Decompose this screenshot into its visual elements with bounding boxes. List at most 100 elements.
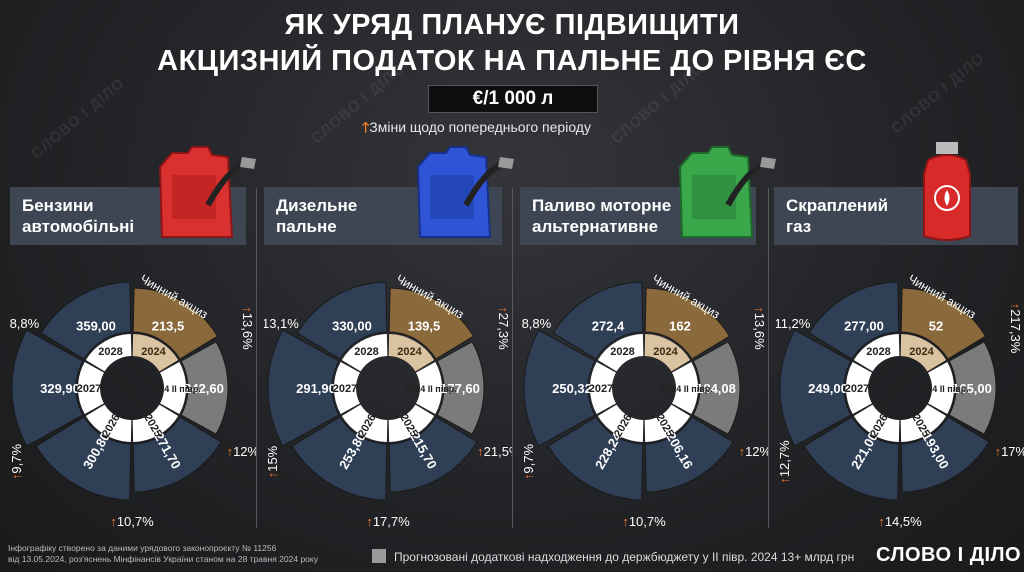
period-segment	[388, 334, 435, 372]
ring-segment	[900, 287, 987, 360]
change-label: ↑12%	[739, 444, 768, 459]
change-label: ↑17,7%	[366, 514, 410, 529]
ring-segment	[291, 416, 388, 501]
page-title-line1: ЯК УРЯД ПЛАНУЄ ПІДВИЩИТИ	[284, 9, 740, 41]
units-badge: €/1 000 л	[428, 85, 598, 113]
value-label: 291,90	[296, 381, 336, 396]
period-segment	[853, 334, 900, 372]
period-label: 2028	[354, 346, 378, 358]
divider	[512, 188, 513, 528]
source-line2: від 13.05.2024, роз'яснень Мінфінансів У…	[8, 554, 318, 564]
period-segment	[900, 404, 947, 442]
ring-segment	[35, 416, 132, 501]
ring-segment	[692, 341, 741, 435]
value-label: 272,4	[592, 319, 625, 334]
ring-segment	[436, 341, 485, 435]
period-segment	[341, 404, 388, 442]
changes-legend-text: Зміни щодо попереднього періоду	[369, 119, 591, 135]
period-segment	[644, 334, 691, 372]
period-label: 2024 ІІ півр.	[149, 384, 201, 394]
period-segment	[853, 404, 900, 442]
ring-segment	[948, 341, 997, 435]
source-note: Інфографіку створено за даними урядового…	[8, 543, 318, 565]
period-label: 2027	[333, 383, 357, 395]
period-label: 2028	[98, 346, 122, 358]
panel-title-line2: альтернативне	[532, 217, 659, 236]
page-title-line2: АКЦИЗНИЙ ПОДАТОК НА ПАЛЬНЕ ДО РІВНЯ ЄС	[157, 45, 867, 77]
footer-legend-text: Прогнозовані додаткові надходження до де…	[394, 550, 855, 564]
value-label: 277,00	[844, 319, 884, 334]
logo: СЛОВО І ДІЛО	[876, 544, 1022, 566]
gas-cylinder-icon	[923, 142, 971, 241]
period-label: 2024 ІІ півр.	[405, 384, 457, 394]
ring-segment	[40, 281, 132, 360]
period-segment	[132, 404, 179, 442]
value-label: 177,60	[440, 381, 480, 396]
period-label: 2028	[866, 346, 890, 358]
panel-title-line1: Дизельне	[276, 196, 358, 215]
ring-segment	[296, 281, 388, 360]
period-label: 2024	[397, 346, 422, 358]
panel-title-line2: автомобільні	[22, 217, 135, 236]
value-label: 213,5	[152, 319, 185, 334]
change-label: ↑13,6%	[240, 306, 255, 350]
period-label: 2028	[610, 346, 634, 358]
value-label: 329,90	[40, 381, 80, 396]
blue-fuel-canister-icon	[416, 146, 514, 238]
change-label: ↑8,8%	[520, 316, 552, 331]
ring-segment	[803, 416, 900, 501]
ring-segment	[180, 341, 229, 435]
ring-segment	[808, 281, 900, 360]
panel-title-line1: Паливо моторне	[532, 196, 672, 215]
value-label: 359,00	[76, 319, 116, 334]
period-label: 2024 ІІ півр.	[661, 384, 713, 394]
ring-segment	[388, 287, 475, 360]
period-label: 2027	[589, 383, 613, 395]
period-segment	[597, 334, 644, 372]
ring-segment	[132, 287, 219, 360]
change-label: ↑8,8%	[8, 316, 40, 331]
change-label: ↑10,7%	[622, 514, 666, 529]
period-segment	[160, 361, 186, 415]
period-segment	[928, 361, 954, 415]
change-label: ↑13,6%	[752, 306, 767, 350]
period-label: 2024 ІІ півр.	[917, 384, 969, 394]
value-label: 250,32	[552, 381, 592, 396]
value-label: 162	[669, 319, 691, 334]
up-arrow-icon: 🡑	[362, 119, 370, 135]
change-label: ↑27,3%	[496, 306, 511, 350]
panel-title-line1: Бензини	[22, 196, 94, 215]
legend-swatch	[372, 549, 386, 563]
change-label: ↑9,7%	[9, 443, 24, 480]
value-label: 330,00	[332, 319, 372, 334]
change-label: ↑15%	[265, 445, 280, 478]
ring-segment	[900, 416, 990, 493]
period-segment	[334, 361, 360, 415]
value-label: 52	[929, 319, 943, 334]
ring-segment	[644, 416, 734, 493]
green-fuel-canister-icon	[678, 146, 776, 238]
change-label: ↑12%	[227, 444, 256, 459]
panel-title-line2: пальне	[276, 217, 337, 236]
period-segment	[416, 361, 442, 415]
period-segment	[590, 361, 616, 415]
change-label: ↑14,5%	[878, 514, 922, 529]
period-segment	[388, 404, 435, 442]
period-label: 2027	[77, 383, 101, 395]
ring-segment	[523, 329, 596, 447]
ring-segment	[11, 329, 84, 447]
change-label: ↑9,7%	[521, 443, 536, 480]
ring-segment	[388, 416, 478, 493]
ring-segment	[267, 329, 340, 447]
period-segment	[77, 361, 104, 415]
value-label: 242,60	[184, 381, 224, 396]
source-line1: Інфографіку створено за даними урядового…	[8, 543, 277, 553]
period-segment	[597, 404, 644, 442]
period-segment	[644, 404, 691, 442]
panel-title-line1: Скраплений	[786, 196, 889, 215]
red-fuel-canister-icon	[158, 146, 256, 238]
